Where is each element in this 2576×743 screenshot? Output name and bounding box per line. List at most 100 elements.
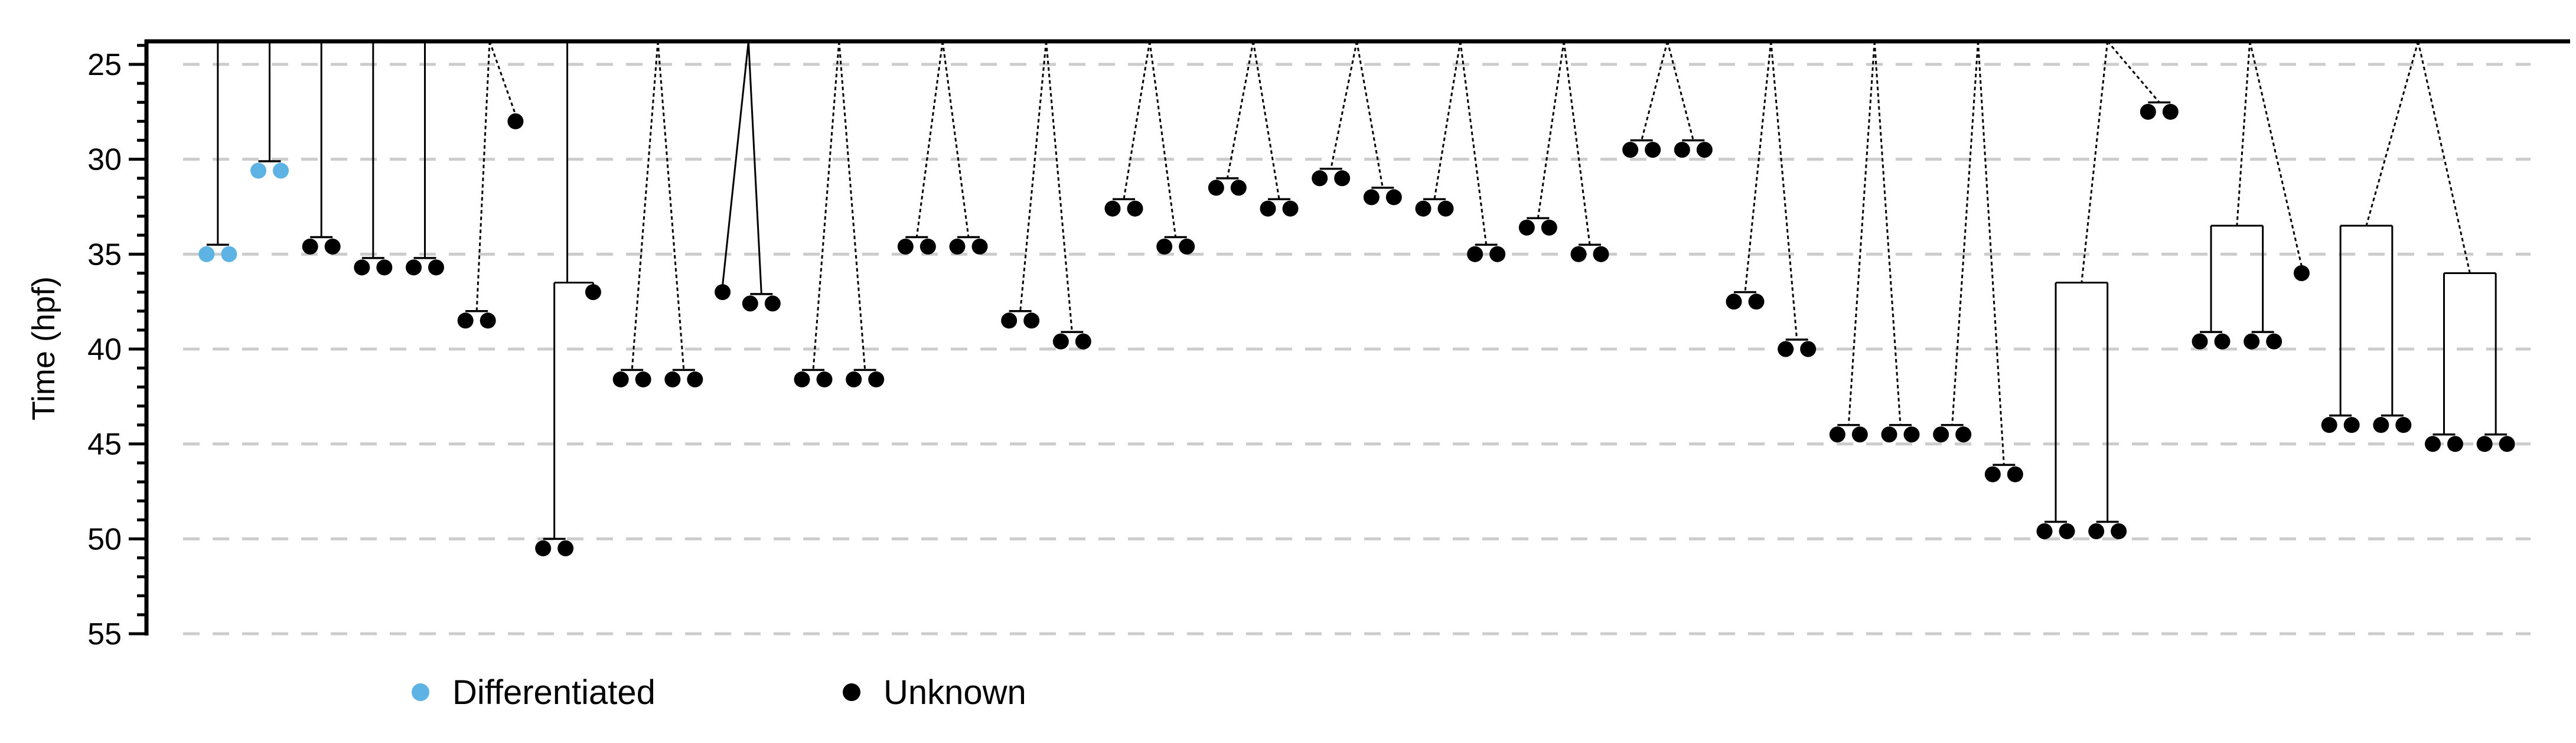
cell-point: [1385, 189, 1402, 206]
cell-point: [1075, 333, 1091, 350]
cell-point: [1645, 142, 1661, 158]
cell-point: [715, 284, 731, 301]
lineage-tree: [406, 41, 444, 276]
lineage-tree: [1104, 41, 1195, 255]
cell-point: [635, 371, 651, 387]
branch-line: [1744, 41, 1772, 292]
y-tick-label: 55: [87, 617, 122, 651]
lineage-tree: [1312, 41, 1402, 206]
grid-lines: [183, 63, 2531, 636]
lineage-tree: [1726, 41, 1817, 357]
cell-point: [507, 113, 524, 129]
cell-point: [2425, 436, 2441, 452]
branch-line: [915, 41, 944, 237]
branch-line: [1977, 41, 2005, 465]
branch-line: [1330, 41, 1358, 170]
cell-point: [1230, 180, 1247, 196]
cell-point: [302, 238, 318, 255]
cell-point: [273, 162, 289, 179]
y-axis-label: Time (hpf): [26, 276, 61, 421]
cell-point: [2088, 523, 2105, 539]
cell-point: [742, 295, 758, 312]
cell-point: [1104, 200, 1121, 217]
cell-point: [2395, 417, 2412, 434]
cell-point: [1518, 219, 1535, 236]
cell-point: [794, 371, 810, 387]
lineage-tree: [715, 41, 781, 312]
lineage-tree: [1622, 41, 1713, 158]
legend-label-unknown: Unknown: [883, 673, 1026, 712]
cell-point: [2192, 333, 2208, 350]
cell-point: [1282, 200, 1299, 217]
cell-point: [221, 246, 237, 262]
cell-point: [428, 259, 444, 276]
branch-line: [1951, 41, 1979, 425]
branch-line: [941, 41, 970, 237]
cell-point: [1800, 341, 1817, 357]
branch-line: [1123, 41, 1151, 200]
cell-point: [816, 371, 833, 387]
cell-point: [1851, 426, 1868, 443]
branch-line: [1252, 41, 1280, 200]
branch-line: [488, 41, 517, 115]
branch-line: [657, 41, 685, 370]
branch-line: [1847, 41, 1876, 425]
cell-point: [1415, 200, 1432, 217]
y-tick-label: 40: [87, 333, 122, 367]
lineage-tree: [1415, 41, 1506, 262]
lineage-tree: [354, 41, 393, 276]
cell-point: [1984, 466, 2001, 483]
branch-line: [2081, 41, 2109, 283]
cell-point: [2373, 417, 2389, 434]
cell-point: [1696, 142, 1713, 158]
cell-point: [198, 246, 215, 262]
branch-line: [1356, 41, 1384, 188]
y-tick-label: 45: [87, 428, 122, 462]
branch-line: [2249, 41, 2303, 267]
legend-marker-unknown: [843, 683, 860, 701]
lineage-tree: [302, 41, 341, 255]
cell-point: [2293, 265, 2310, 281]
lineage-tree: [2192, 41, 2310, 350]
cell-point: [2476, 436, 2493, 452]
branch-line: [2417, 41, 2471, 273]
lineage-trees: [198, 41, 2515, 556]
cell-point: [1674, 142, 1690, 158]
cell-point: [2214, 333, 2231, 350]
branch-line: [1459, 41, 1488, 245]
cell-point: [949, 238, 966, 255]
cell-point: [664, 371, 681, 387]
cell-point: [535, 540, 552, 556]
legend-label-differentiated: Differentiated: [452, 673, 656, 712]
lineage-tree: [457, 41, 524, 329]
cell-point: [585, 284, 601, 301]
cell-point: [1334, 170, 1351, 187]
cell-point: [868, 371, 885, 387]
cell-point: [1489, 246, 1506, 262]
cell-point: [2162, 103, 2179, 120]
cell-point: [1593, 246, 1609, 262]
lineage-tree: [1208, 41, 1299, 217]
branch-line: [1873, 41, 1902, 425]
lineage-tree: [535, 41, 601, 556]
cell-point: [1363, 189, 1380, 206]
cell-point: [2321, 417, 2337, 434]
lineage-tree: [612, 41, 703, 387]
cell-point: [2447, 436, 2463, 452]
branch-line: [1045, 41, 1073, 333]
cell-point: [846, 371, 862, 387]
cell-point: [1052, 333, 1069, 350]
y-tick-label: 50: [87, 522, 122, 556]
cell-point: [1570, 246, 1587, 262]
branch-line: [1433, 41, 1462, 200]
y-tick-label: 25: [87, 48, 122, 82]
cell-point: [324, 238, 341, 255]
cell-point: [406, 259, 422, 276]
cell-point: [897, 238, 914, 255]
cell-point: [1778, 341, 1794, 357]
lineage-tree: [1933, 41, 2023, 483]
cell-point: [1467, 246, 1483, 262]
branch-line: [2107, 41, 2160, 103]
cell-point: [1001, 312, 1018, 329]
